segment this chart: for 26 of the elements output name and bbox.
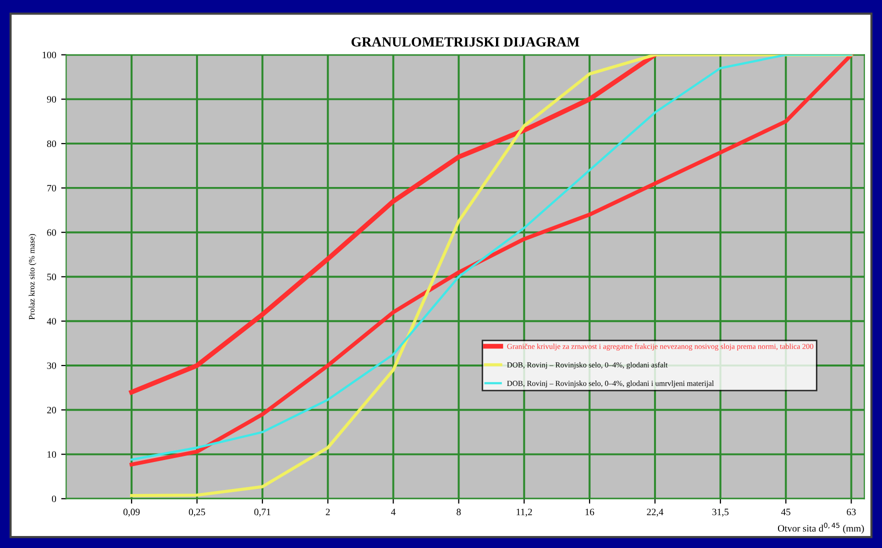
y-tick-label: 60 [47,229,56,236]
x-tick-label: 16 [586,508,594,516]
y-tick-label: 70 [47,184,56,192]
y-tick-label: 30 [47,362,56,369]
y-tick-label: 40 [46,318,56,325]
y-tick-label: 0 [52,496,56,502]
y-tick-label: 80 [47,140,56,148]
y-tick-label: 20 [47,406,56,414]
y-tick-label: 10 [48,451,56,458]
x-tick-label: 4 [391,508,396,516]
x-tick-label: 0,71 [254,508,270,517]
x-tick-label: 11,2 [516,508,532,517]
y-tick-label: 90 [47,96,56,103]
x-tick-label: 2 [326,508,330,516]
y-tick-label: 100 [42,52,56,58]
x-tick-label: 0,09 [123,508,140,517]
x-tick-label: 0,25 [188,508,206,517]
x-tick-label: 31,5 [712,508,729,517]
chart-title: GRANULOMETRIJSKI DIJAGRAM [352,37,580,47]
y-axis-title: Prolaz kroz sito (% mase) [28,234,36,320]
x-tick-label: 8 [456,508,461,516]
x-axis-title: Otvor sita d$^{0,45}$ (mm) [778,522,864,534]
x-tick-label: 22,4 [646,508,664,517]
y-tick-label: 50 [47,274,56,280]
x-tick-label: 45 [781,508,790,516]
x-tick-label: 63 [846,508,856,516]
